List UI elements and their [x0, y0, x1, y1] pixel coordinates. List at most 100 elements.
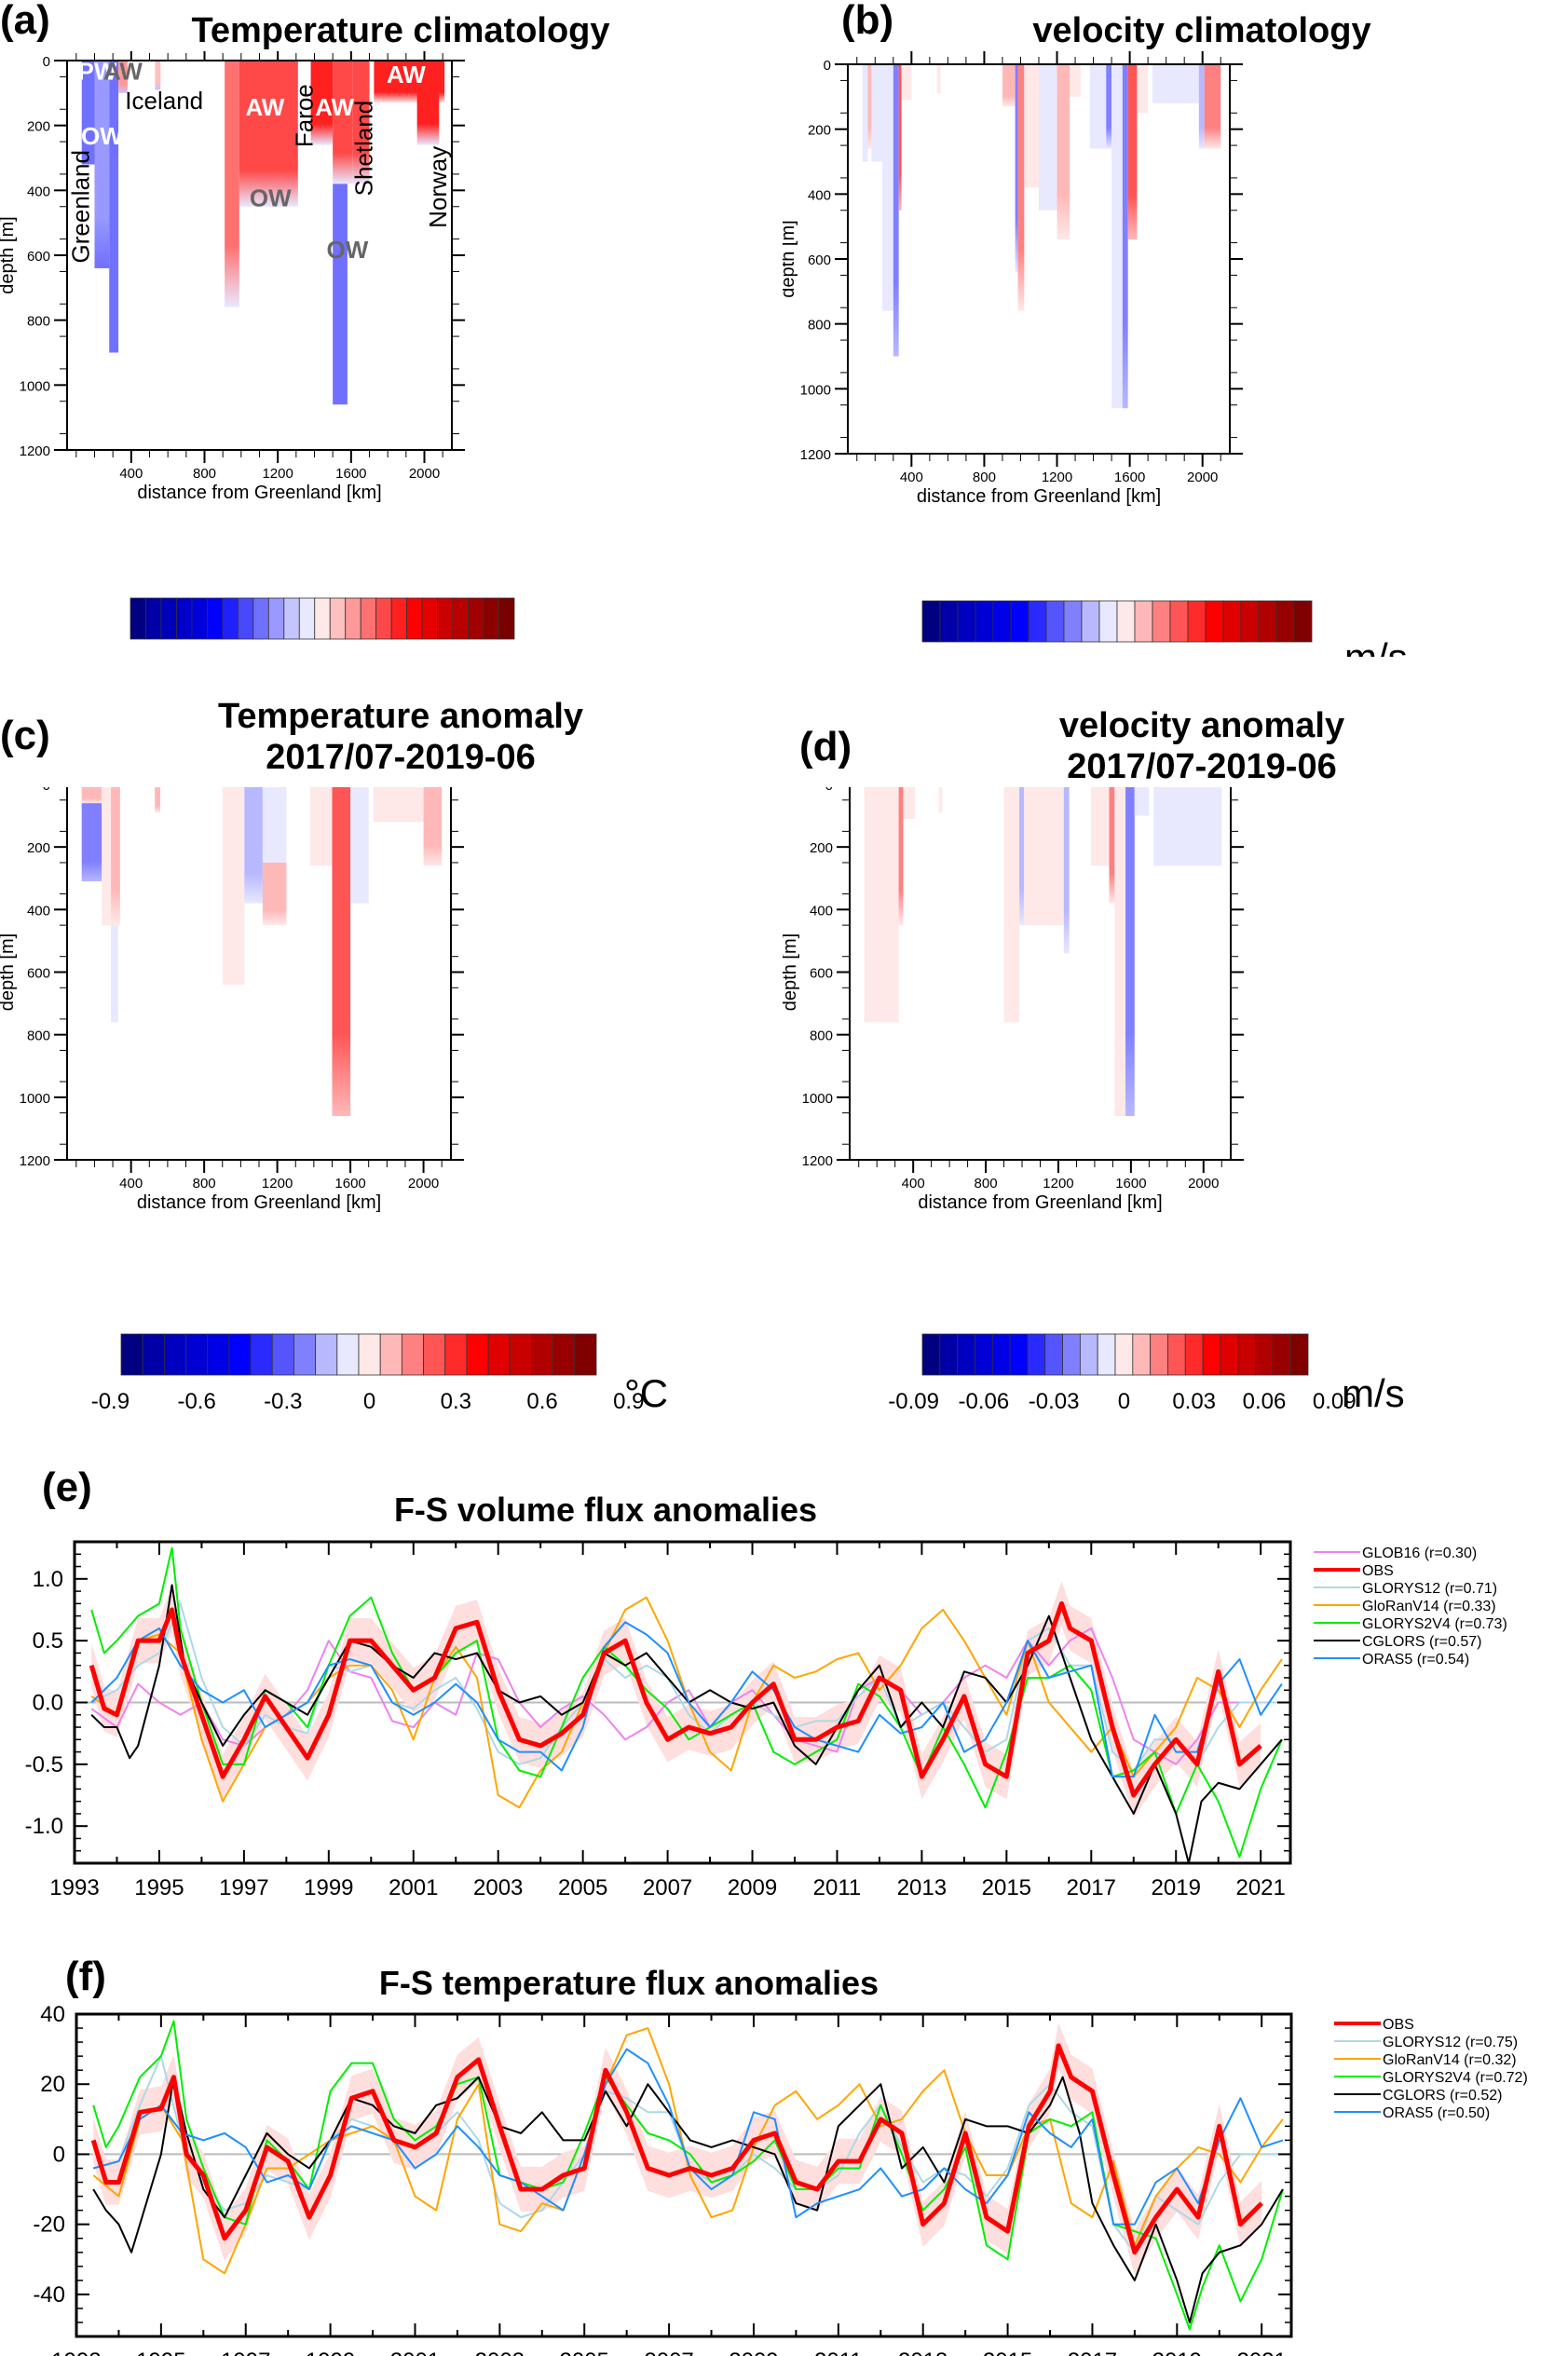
colorbar-swatch: [314, 597, 331, 640]
colorbar-tick-label: 0: [363, 1389, 375, 1414]
y-tick-label: 600: [808, 252, 831, 268]
annotation-label: PW: [78, 57, 117, 85]
series-line-oras5: [90, 1621, 1283, 1778]
section-region: [1125, 787, 1135, 1116]
annotation-label: Faroe: [291, 84, 319, 147]
section-region: [102, 787, 112, 926]
colorbar-swatch: [466, 1333, 489, 1376]
colorbar-swatch: [992, 600, 1012, 643]
annotation-label: Shetland: [349, 101, 377, 197]
x-tick-label: 2000: [409, 466, 440, 482]
colorbar-swatch: [939, 600, 959, 643]
section-region: [864, 787, 899, 1023]
colorbar-swatch: [191, 597, 208, 640]
x-tick-label: 800: [193, 466, 216, 482]
x-tick-label: 2007: [643, 1875, 692, 1900]
colorbar-swatch: [1063, 600, 1083, 643]
colorbar-tick-label: 0: [1120, 656, 1132, 657]
panel-c-title: Temperature anomaly 2017/07-2019-06: [130, 697, 671, 778]
section-region: [898, 64, 902, 211]
section-region: [1017, 64, 1025, 311]
y-tick-label: 200: [810, 840, 833, 856]
y-tick-label: -1.0: [25, 1814, 63, 1839]
colorbar-swatch: [228, 1333, 252, 1376]
section-region: [1039, 64, 1057, 211]
colorbar-tick-label: 0: [1118, 1389, 1130, 1414]
colorbar-tick-label: 0.06: [1175, 656, 1219, 657]
section-region: [871, 64, 883, 162]
colorbar-tick-label: 8: [441, 653, 453, 657]
colorbar-swatch: [1114, 1333, 1134, 1376]
y-tick-label: 0: [43, 787, 50, 794]
section-region: [350, 787, 369, 904]
x-tick-label: 2000: [1188, 1176, 1219, 1192]
colorbar-swatch: [283, 597, 300, 640]
legend-label: GLORYS12 (r=0.71): [1362, 1581, 1497, 1597]
colorbar-swatch: [1098, 600, 1118, 643]
annotation-label: OW: [250, 184, 292, 211]
colorbar-tick-label: -0.09: [888, 1389, 939, 1414]
y-tick-label: 600: [27, 966, 50, 982]
obs-uncertainty-band: [91, 1581, 1261, 1818]
section-region: [882, 64, 893, 311]
section-region: [1106, 64, 1112, 149]
colorbar-swatch: [345, 597, 361, 640]
x-tick-label: 2009: [729, 2349, 778, 2356]
y-tick-label: 200: [808, 123, 831, 139]
section-region: [1152, 64, 1199, 103]
panel-a-title: Temperature climatology: [191, 11, 610, 50]
colorbar-swatch: [487, 1333, 511, 1376]
colorbar-tick-label: 0.09: [1313, 1389, 1357, 1414]
x-tick-label: 2017: [1068, 2349, 1117, 2356]
x-tick-label: 2013: [897, 1875, 947, 1900]
colorbar-swatch: [130, 597, 146, 640]
x-tick-label: 800: [975, 1176, 998, 1192]
colorbar-swatch: [1081, 600, 1100, 643]
y-tick-label: 0: [824, 58, 831, 74]
y-tick-label: 1000: [800, 382, 831, 398]
colorbar-tick-label: 7: [410, 653, 422, 657]
annotation-label: AW: [245, 93, 284, 121]
section-region: [81, 803, 102, 882]
section-region: [222, 787, 245, 985]
x-tick-label: 2013: [898, 2349, 948, 2356]
colorbar-unit: °C: [624, 1371, 668, 1415]
panel-e-label: (e): [42, 1464, 92, 1510]
colorbar-unit: m/s: [1344, 635, 1408, 657]
y-tick-label: 0: [53, 2142, 65, 2167]
section-region: [1111, 64, 1123, 409]
chart-a-temperature-climatology: 0 200 400 600 800 1000 1200 400 800 1200 1600 2000 d…: [0, 51, 769, 657]
panel-f-label: (f): [65, 1954, 106, 1999]
colorbar-swatch: [1009, 1333, 1029, 1376]
x-tick-label: 2000: [1187, 470, 1218, 485]
chart-b-velocity-climatology: 0 200 400 600 800 1000 1200 400 800 1200 1600 2000 d…: [783, 51, 1408, 657]
x-tick-label: 400: [119, 466, 143, 482]
section-region: [109, 61, 119, 353]
section-region: [111, 787, 120, 926]
colorbar-swatch: [401, 1333, 424, 1376]
colorbar-tick-label: -0.12: [959, 656, 1010, 657]
x-tick-label: 400: [119, 1176, 143, 1192]
colorbar-swatch: [531, 1333, 554, 1376]
x-tick-label: 2005: [560, 2349, 609, 2356]
colorbar-tick-label: 0.6: [526, 1389, 557, 1414]
colorbar-tick-label: 0.3: [441, 1389, 471, 1414]
x-tick-label: 2011: [814, 2349, 863, 2356]
colorbar-tick-label: 5: [348, 653, 361, 657]
colorbar-swatch: [160, 597, 177, 640]
panel-c-label: (c): [0, 713, 50, 758]
series-line-cglors: [92, 2076, 1284, 2323]
colorbar-swatch: [360, 597, 377, 640]
colorbar-tick-label: -0.03: [1029, 1389, 1080, 1414]
plot-frame: [75, 2012, 1293, 2338]
section-region: [1019, 787, 1024, 926]
colorbar-swatch: [1044, 1333, 1063, 1376]
section-region: [1153, 787, 1222, 866]
section-region: [333, 61, 353, 184]
y-tick-label: 200: [27, 840, 50, 856]
annotation-label: AW: [387, 61, 426, 89]
colorbar-swatch: [1169, 600, 1189, 643]
y-tick-label: -0.5: [25, 1752, 63, 1777]
colorbar-tick-label: -0.9: [91, 1389, 130, 1414]
colorbar-swatch: [921, 1333, 941, 1376]
